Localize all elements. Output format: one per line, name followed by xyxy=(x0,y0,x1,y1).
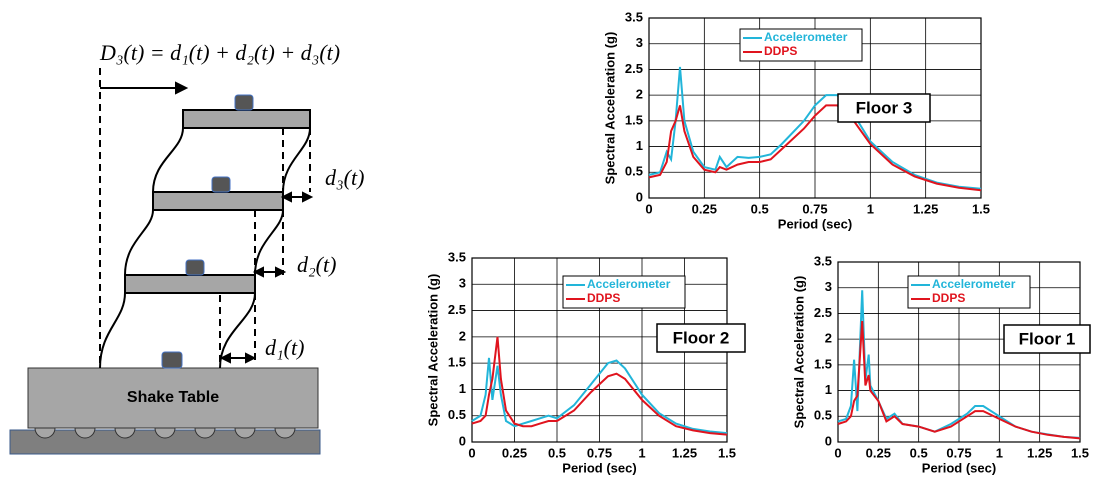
legend-label: Accelerometer xyxy=(587,277,671,291)
y-tick-label: 1 xyxy=(636,138,643,153)
shake-table xyxy=(27,367,319,429)
legend-box xyxy=(739,28,863,62)
legend-label: Accelerometer xyxy=(932,277,1016,291)
y-tick-label: 1.5 xyxy=(625,112,643,127)
series-line xyxy=(471,357,728,435)
x-tick-label: 1.25 xyxy=(913,201,938,216)
x-tick-label: 0.75 xyxy=(587,445,612,460)
plot-frame xyxy=(648,17,982,199)
x-tick-label: 1 xyxy=(996,445,1003,460)
y-tick-label: 3 xyxy=(459,276,466,291)
y-tick-label: 1 xyxy=(459,381,466,396)
y-tick-label: 1.5 xyxy=(448,355,466,370)
series-line xyxy=(648,104,982,192)
x-axis-label: Period (sec) xyxy=(562,460,636,475)
sensor xyxy=(211,176,231,193)
annotation: Floor 2 xyxy=(673,328,730,347)
series-line xyxy=(837,321,1081,440)
x-tick-label: 0 xyxy=(834,445,841,460)
sensor xyxy=(185,259,205,276)
annotation: Floor 3 xyxy=(856,98,913,117)
x-tick-label: 0.75 xyxy=(802,201,827,216)
y-tick-label: 3 xyxy=(636,35,643,50)
y-tick-label: 2.5 xyxy=(448,302,466,317)
sensor xyxy=(161,351,183,369)
y-axis-label: Spectral Acceleration (g) xyxy=(602,32,617,185)
y-tick-label: 2 xyxy=(825,331,832,346)
x-tick-label: 1.5 xyxy=(972,201,990,216)
table-label: Shake Table xyxy=(127,389,219,406)
annotation-box xyxy=(837,93,931,123)
y-tick-label: 0.5 xyxy=(625,164,643,179)
y-tick-label: 0.5 xyxy=(814,408,832,423)
x-tick-label: 0.25 xyxy=(692,201,717,216)
legend-label: DDPS xyxy=(932,291,965,305)
diagram: D₃(t) = d₁(t) + d₂(t) + d₃(t) d₃(t) d₂(t… xyxy=(9,40,364,455)
x-tick-label: 0 xyxy=(645,201,652,216)
equation: D₃(t) = d₁(t) + d₂(t) + d₃(t) xyxy=(99,40,340,65)
y-tick-label: 0 xyxy=(825,433,832,448)
legend-box xyxy=(907,275,1031,309)
series-line xyxy=(648,66,982,190)
floor-slab xyxy=(152,191,284,211)
y-tick-label: 1.5 xyxy=(814,356,832,371)
arrows xyxy=(100,81,314,364)
x-tick-label: 0.5 xyxy=(751,201,769,216)
legend-label: DDPS xyxy=(587,291,620,305)
y-tick-label: 2.5 xyxy=(814,305,832,320)
y-tick-label: 2 xyxy=(459,328,466,343)
y-tick-label: 3.5 xyxy=(625,9,643,24)
y-tick-label: 1 xyxy=(825,382,832,397)
chart: 0 0.25 0.5 0.75 1 1.25 1.5 0 0.5 1 1.5 2 2.5 3 3.5 Peri… xyxy=(425,249,746,475)
y-tick-label: 3 xyxy=(825,279,832,294)
columns xyxy=(99,127,311,369)
legend-label: Accelerometer xyxy=(764,30,848,44)
x-axis-label: Period (sec) xyxy=(922,460,996,475)
y-tick-label: 3.5 xyxy=(814,253,832,268)
x-tick-label: 1.25 xyxy=(1027,445,1052,460)
floor-slab xyxy=(124,274,256,294)
x-axis-label: Period (sec) xyxy=(778,216,852,231)
label: d₁(t) xyxy=(265,335,304,360)
x-tick-label: 1 xyxy=(638,445,645,460)
x-tick-label: 1.5 xyxy=(1071,445,1089,460)
series-line xyxy=(471,336,728,436)
y-tick-label: 0.5 xyxy=(448,407,466,422)
x-tick-label: 0.5 xyxy=(548,445,566,460)
reference-lines xyxy=(99,68,311,368)
chart: 0 0.25 0.5 0.75 1 1.25 1.5 0 0.5 1 1.5 2 2.5 3 3.5 Peri… xyxy=(602,9,990,231)
y-tick-label: 3.5 xyxy=(448,249,466,264)
legend-label: DDPS xyxy=(764,44,797,58)
y-axis-label: Spectral Acceleration (g) xyxy=(791,276,806,429)
x-tick-label: 0.25 xyxy=(502,445,527,460)
y-tick-label: 0 xyxy=(636,189,643,204)
x-tick-label: 0.25 xyxy=(866,445,891,460)
legend-box xyxy=(562,275,686,309)
annotation-box xyxy=(1003,324,1091,354)
floor-slab xyxy=(182,109,311,129)
annotation: Floor 1 xyxy=(1019,329,1076,348)
y-axis-label: Spectral Acceleration (g) xyxy=(425,274,440,427)
y-tick-label: 2.5 xyxy=(625,61,643,76)
x-tick-label: 0.5 xyxy=(910,445,928,460)
chart: 0 0.25 0.5 0.75 1 1.25 1.5 0 0.5 1 1.5 2 2.5 3 3.5 Peri… xyxy=(791,253,1091,475)
annotation-box xyxy=(656,323,746,353)
y-tick-label: 0 xyxy=(459,433,466,448)
label: d₂(t) xyxy=(297,252,336,277)
x-tick-label: 0.75 xyxy=(946,445,971,460)
label: d₃(t) xyxy=(325,165,364,190)
x-tick-label: 1.25 xyxy=(672,445,697,460)
x-tick-label: 1 xyxy=(867,201,874,216)
sensor xyxy=(234,94,254,111)
x-tick-label: 1.5 xyxy=(718,445,736,460)
y-tick-label: 2 xyxy=(636,87,643,102)
x-tick-label: 0 xyxy=(468,445,475,460)
